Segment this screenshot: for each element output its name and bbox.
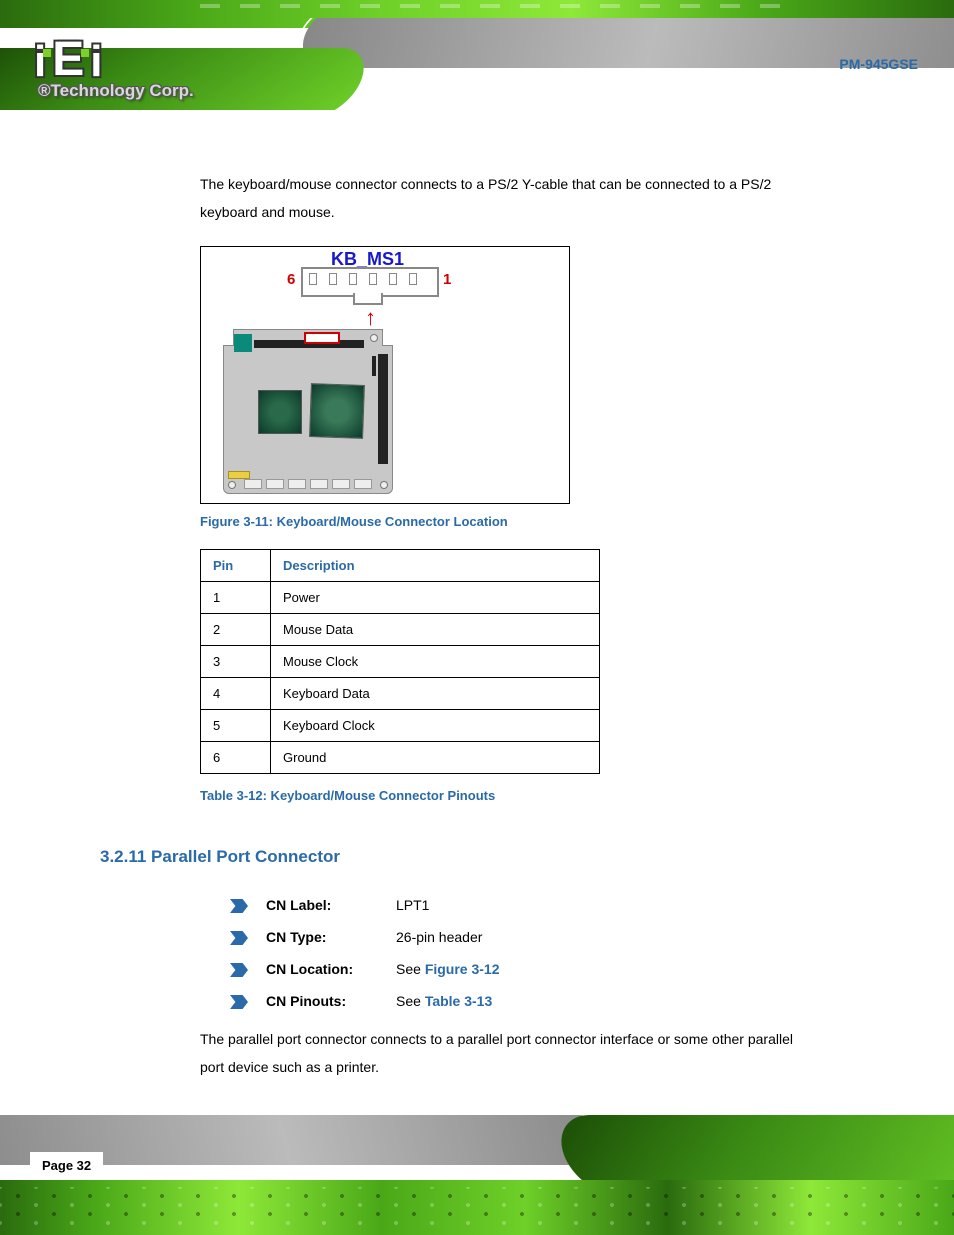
pinout-table: Pin Description 1Power2Mouse Data3Mouse … (200, 549, 600, 774)
table-cell: Power (271, 582, 600, 614)
bullet-icon (230, 995, 248, 1009)
table-header: Pin (201, 550, 271, 582)
logo-iei: iEi (34, 32, 194, 87)
spec-row: CN Location:See Figure 3-12 (230, 961, 854, 977)
spec-row: CN Pinouts:See Table 3-13 (230, 993, 854, 1009)
table-cell: 3 (201, 646, 271, 678)
table-body: 1Power2Mouse Data3Mouse Clock4Keyboard D… (201, 582, 600, 774)
connector-notch (353, 293, 383, 305)
spec-value: See Figure 3-12 (396, 961, 500, 977)
table-row: 3Mouse Clock (201, 646, 600, 678)
spec-row: CN Label:LPT1 (230, 897, 854, 913)
board-component (234, 334, 252, 352)
figure-caption: Figure 3-11: Keyboard/Mouse Connector Lo… (200, 514, 854, 529)
table-row: 6Ground (201, 742, 600, 774)
table-cell: 5 (201, 710, 271, 742)
bullet-icon (230, 963, 248, 977)
spec-row: CN Type:26-pin header (230, 929, 854, 945)
chip-icon (309, 383, 365, 439)
bullet-icon (230, 931, 248, 945)
board-side-connector (378, 354, 388, 464)
header-banner: iEi ®Technology Corp. PM-945GSE (0, 0, 954, 110)
connector-pins (309, 273, 417, 285)
table-cell: Mouse Data (271, 614, 600, 646)
pcb-board (223, 329, 393, 494)
table-caption: Table 3-12: Keyboard/Mouse Connector Pin… (200, 788, 854, 803)
table-cell: Mouse Clock (271, 646, 600, 678)
page-content: The keyboard/mouse connector connects to… (0, 130, 954, 1081)
spec-value: 26-pin header (396, 929, 482, 945)
table-cell: 6 (201, 742, 271, 774)
spec-label: CN Label: (266, 897, 396, 913)
connector-highlight (304, 332, 340, 344)
table-cell: 4 (201, 678, 271, 710)
spec-label: CN Pinouts: (266, 993, 396, 1009)
spec-value: LPT1 (396, 897, 429, 913)
pin-number-left: 6 (287, 271, 295, 288)
table-cell: 1 (201, 582, 271, 614)
product-name: PM-945GSE (839, 56, 918, 72)
arrow-icon: ↑ (365, 305, 376, 331)
board-bottom-connectors (244, 479, 372, 489)
table-header-row: Pin Description (201, 550, 600, 582)
intro-paragraph: The keyboard/mouse connector connects to… (200, 170, 820, 226)
section-heading: 3.2.11 Parallel Port Connector (100, 847, 854, 867)
footer-pcb-pattern (0, 1187, 954, 1227)
logo-subtitle: ®Technology Corp. (38, 81, 194, 101)
board-component (372, 356, 376, 376)
table-header: Description (271, 550, 600, 582)
table-cell: Ground (271, 742, 600, 774)
table-cell: Keyboard Data (271, 678, 600, 710)
footer-green-strip (0, 1180, 954, 1235)
table-row: 1Power (201, 582, 600, 614)
logo: iEi ®Technology Corp. (34, 32, 194, 101)
table-row: 5Keyboard Clock (201, 710, 600, 742)
table-row: 4Keyboard Data (201, 678, 600, 710)
table-cell: 2 (201, 614, 271, 646)
table-row: 2Mouse Data (201, 614, 600, 646)
spec-value: See Table 3-13 (396, 993, 492, 1009)
pin-number-right: 1 (443, 271, 451, 288)
board-component (228, 471, 250, 479)
bullet-icon (230, 899, 248, 913)
footer-banner: Page 32 (0, 1120, 954, 1235)
spec-label: CN Location: (266, 961, 396, 977)
chip-icon (258, 390, 302, 434)
page-number: Page 32 (30, 1152, 103, 1179)
table-cell: Keyboard Clock (271, 710, 600, 742)
section-paragraph: The parallel port connector connects to … (200, 1025, 820, 1081)
spec-list: CN Label:LPT1CN Type:26-pin headerCN Loc… (230, 897, 854, 1009)
spec-label: CN Type: (266, 929, 396, 945)
board-figure: KB_MS1 6 1 ↑ (200, 246, 570, 504)
